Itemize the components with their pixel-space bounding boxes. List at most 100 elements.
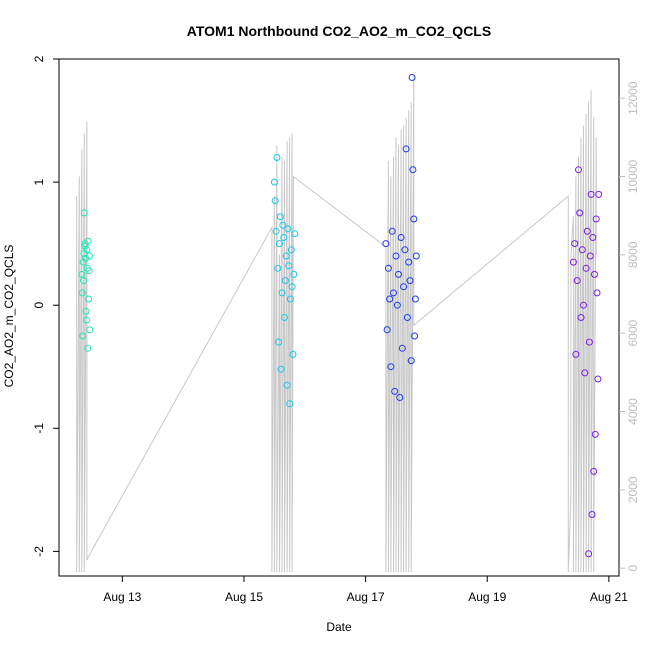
data-point bbox=[85, 295, 93, 303]
data-point bbox=[272, 227, 280, 235]
data-point bbox=[406, 277, 414, 285]
axes-layer: Aug 13 Aug 15 Aug 17 Aug 19 Aug 21 -2 -1 0 1 2 0 20… bbox=[32, 55, 640, 604]
data-point bbox=[571, 240, 579, 248]
data-point bbox=[578, 246, 586, 254]
y2-tick-label: 12000 bbox=[626, 81, 640, 115]
data-point bbox=[402, 145, 410, 153]
data-point bbox=[79, 332, 87, 340]
x-tick-label: Aug 19 bbox=[468, 590, 506, 604]
data-point bbox=[388, 227, 396, 235]
data-point bbox=[580, 301, 587, 309]
data-point bbox=[80, 277, 87, 285]
data-point bbox=[588, 511, 596, 518]
y-tick-label: -2 bbox=[32, 546, 46, 557]
data-point bbox=[390, 289, 397, 297]
y2-tick-label: 6000 bbox=[626, 319, 640, 346]
data-point bbox=[382, 240, 390, 248]
data-point bbox=[86, 326, 94, 334]
x-tick-label: Aug 15 bbox=[225, 590, 263, 604]
points-layer bbox=[78, 74, 603, 558]
data-point bbox=[270, 178, 278, 186]
data-point bbox=[401, 246, 409, 254]
data-point bbox=[83, 246, 91, 254]
data-point bbox=[277, 365, 285, 373]
y-tick-label: -1 bbox=[32, 423, 46, 434]
data-point bbox=[398, 344, 406, 352]
data-point bbox=[409, 166, 417, 174]
data-point bbox=[271, 197, 279, 205]
data-point bbox=[288, 283, 296, 291]
data-point bbox=[586, 252, 594, 260]
y-tick-label: 2 bbox=[32, 55, 46, 62]
data-point bbox=[593, 289, 601, 297]
data-point bbox=[274, 264, 282, 272]
data-point bbox=[283, 381, 291, 389]
x-tick-label: Aug 17 bbox=[347, 590, 385, 604]
data-point bbox=[396, 394, 404, 401]
x-tick-label: Aug 13 bbox=[103, 590, 141, 604]
y-tick-label: 0 bbox=[32, 302, 46, 309]
data-point bbox=[78, 289, 86, 297]
data-point bbox=[591, 270, 598, 278]
data-point bbox=[280, 234, 288, 241]
data-point bbox=[575, 166, 582, 174]
data-point bbox=[383, 326, 391, 334]
data-point bbox=[590, 467, 598, 475]
y2-tick-label: 0 bbox=[626, 565, 640, 572]
data-point bbox=[397, 234, 405, 241]
y2-tick-label: 8000 bbox=[626, 241, 640, 268]
x-axis-label: Date bbox=[326, 620, 352, 634]
data-point bbox=[400, 283, 408, 291]
data-point bbox=[290, 270, 298, 278]
data-point bbox=[279, 221, 287, 229]
data-point bbox=[412, 252, 420, 260]
data-point bbox=[587, 190, 595, 198]
y2-tick-label: 4000 bbox=[626, 398, 640, 425]
data-point bbox=[384, 264, 392, 272]
data-point bbox=[84, 237, 92, 245]
data-point bbox=[391, 387, 399, 395]
data-point bbox=[78, 270, 86, 278]
altitude-line bbox=[76, 74, 597, 573]
data-point bbox=[585, 338, 593, 346]
data-point bbox=[83, 316, 90, 324]
y-axis-label: CO2_AO2_m_CO2_QCLS bbox=[2, 245, 16, 388]
data-point bbox=[289, 350, 297, 358]
data-point bbox=[572, 350, 580, 358]
data-point bbox=[408, 74, 416, 81]
data-point bbox=[589, 234, 597, 241]
data-point bbox=[594, 375, 602, 383]
data-point bbox=[585, 550, 593, 558]
data-point bbox=[276, 240, 283, 248]
data-point bbox=[82, 307, 90, 315]
data-point bbox=[285, 262, 293, 270]
series-group bbox=[270, 154, 299, 408]
data-point bbox=[284, 225, 292, 233]
data-point bbox=[81, 242, 89, 250]
data-point bbox=[576, 209, 584, 217]
data-point bbox=[581, 369, 589, 377]
data-point bbox=[80, 209, 88, 217]
data-point bbox=[281, 277, 289, 285]
data-point bbox=[84, 344, 92, 352]
data-point bbox=[591, 430, 599, 438]
data-point bbox=[386, 295, 394, 303]
series-group bbox=[382, 74, 420, 401]
data-point bbox=[393, 301, 401, 309]
data-point bbox=[282, 252, 290, 260]
data-point bbox=[278, 289, 286, 297]
data-point bbox=[573, 277, 581, 285]
data-point bbox=[287, 246, 295, 254]
data-point bbox=[583, 227, 591, 235]
data-point bbox=[395, 270, 402, 278]
data-point bbox=[276, 213, 284, 221]
data-point bbox=[411, 332, 419, 340]
y2-tick-label: 10000 bbox=[626, 159, 640, 193]
data-point bbox=[411, 295, 419, 303]
chart-title: ATOM1 Northbound CO2_AO2_m_CO2_QCLS bbox=[187, 23, 491, 39]
data-point bbox=[569, 258, 577, 266]
data-point bbox=[85, 252, 93, 260]
data-point bbox=[595, 190, 603, 198]
data-point bbox=[410, 215, 418, 223]
